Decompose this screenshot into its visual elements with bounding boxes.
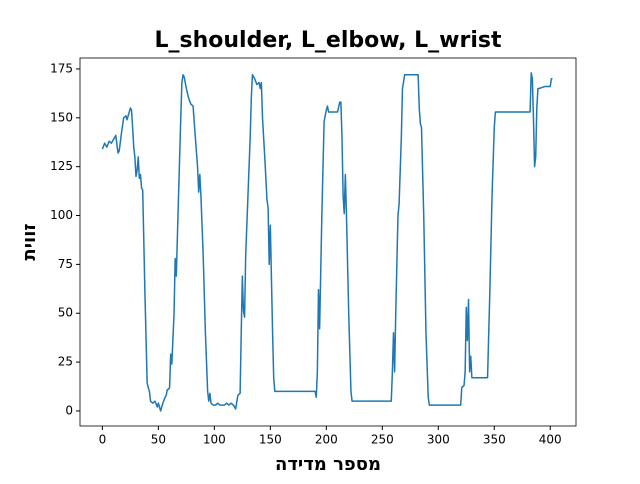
x-tick-label: 250	[371, 433, 394, 447]
y-tick-label: 175	[50, 61, 73, 75]
y-tick-label: 0	[65, 403, 73, 417]
plot-frame	[79, 57, 577, 427]
x-tick-label: 300	[427, 433, 450, 447]
chart-title: L_shoulder, L_elbow, L_wrist	[154, 28, 501, 53]
y-axis-label: זווית	[19, 223, 40, 260]
y-tick-label: 100	[50, 208, 73, 222]
x-tick-label: 50	[151, 433, 166, 447]
x-tick-label: 150	[259, 433, 282, 447]
x-tick-label: 0	[99, 433, 107, 447]
x-tick-label: 200	[315, 433, 338, 447]
y-tick-label: 150	[50, 110, 73, 124]
y-tick-label: 50	[58, 306, 73, 320]
y-tick-label: 75	[58, 257, 73, 271]
x-tick-label: 350	[483, 433, 506, 447]
x-axis-label: מספר מדידה	[275, 454, 381, 475]
x-tick-label: 400	[539, 433, 562, 447]
data-line	[101, 72, 553, 412]
y-tick-label: 125	[50, 159, 73, 173]
x-tick-label: 100	[203, 433, 226, 447]
y-tick-label: 25	[58, 355, 73, 369]
